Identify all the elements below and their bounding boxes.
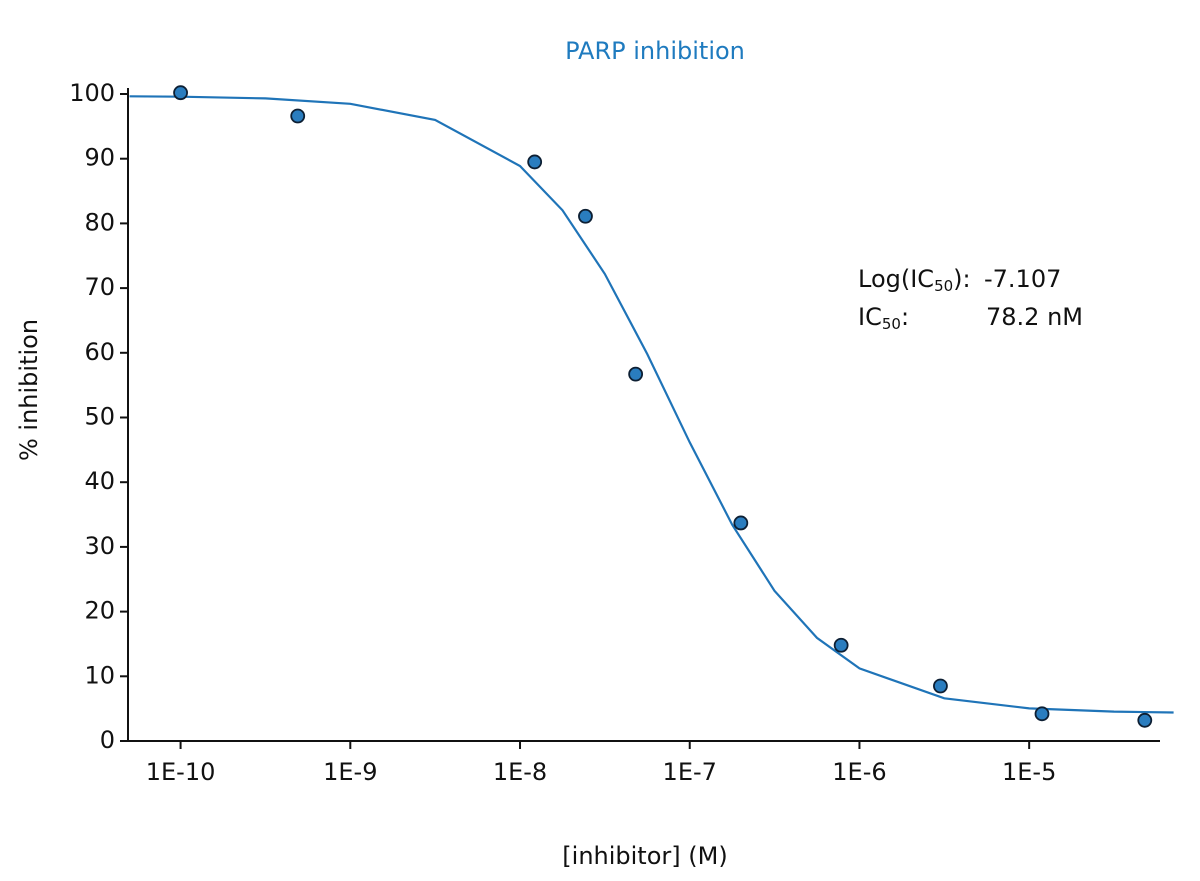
x-axis-label: [inhibitor] (M) (562, 842, 727, 870)
y-tick-label: 70 (84, 273, 115, 301)
y-tick-label: 50 (84, 403, 115, 431)
y-axis-label: % inhibition (15, 319, 43, 461)
annotation-part: 50 (882, 315, 901, 333)
x-tick-label: 1E-6 (832, 758, 886, 786)
x-tick-label: 1E-10 (146, 758, 216, 786)
annotation-value: 78.2 nM (986, 303, 1083, 331)
y-tick-label: 60 (84, 338, 115, 366)
data-point (173, 85, 188, 101)
data-point (733, 515, 749, 531)
data-point (527, 154, 543, 170)
y-tick-label: 40 (84, 467, 115, 495)
x-tick-label: 1E-9 (323, 758, 377, 786)
y-tick-label: 20 (84, 597, 115, 625)
annotation-part: ): (953, 265, 970, 293)
data-point (290, 108, 306, 124)
data-point (1137, 712, 1153, 728)
annotation-label: IC50: (858, 303, 909, 333)
data-point (1034, 706, 1050, 722)
data-point (933, 678, 948, 694)
x-tick-label: 1E-5 (1002, 758, 1056, 786)
annotation-label: Log(IC50): (858, 265, 971, 295)
annotation-part: 50 (934, 277, 953, 295)
chart-title: PARP inhibition (565, 37, 745, 65)
y-tick-label: 0 (100, 726, 115, 754)
y-tick-label: 30 (84, 532, 115, 560)
data-point (578, 208, 593, 224)
y-tick-label: 80 (84, 208, 115, 236)
annotation-part: IC (858, 303, 882, 331)
annotation-part: Log(IC (858, 265, 934, 293)
y-tick-label: 100 (69, 79, 115, 107)
y-tick-label: 10 (84, 661, 115, 689)
y-tick-label: 90 (84, 144, 115, 172)
data-point (628, 366, 644, 382)
annotation-value: -7.107 (984, 265, 1061, 293)
x-tick-label: 1E-7 (663, 758, 717, 786)
annotation-part: : (901, 303, 909, 331)
x-tick-label: 1E-8 (493, 758, 547, 786)
data-point (833, 637, 849, 653)
fit-curve (129, 95, 1174, 714)
